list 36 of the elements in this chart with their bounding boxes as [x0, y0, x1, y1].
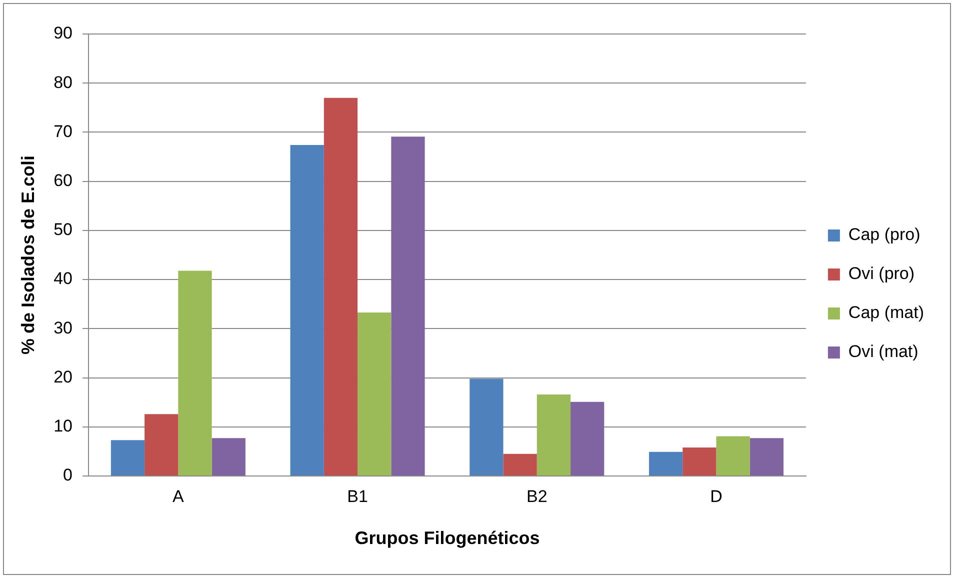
y-tick-label: 60	[54, 171, 73, 190]
legend-label: Ovi (mat)	[848, 342, 918, 362]
bar	[391, 136, 425, 476]
bar	[110, 440, 145, 476]
bar	[750, 438, 784, 476]
bar	[324, 98, 358, 476]
y-tick-label: 90	[54, 24, 73, 43]
bar	[570, 402, 604, 476]
legend-label: Cap (pro)	[848, 225, 920, 244]
bar	[144, 414, 178, 476]
bar	[648, 452, 683, 476]
y-tick-label: 30	[54, 318, 73, 338]
y-tick-label: 50	[54, 220, 73, 240]
bar	[716, 436, 750, 476]
legend-label: Cap (mat)	[848, 303, 924, 322]
bar	[358, 312, 392, 476]
x-tick-label: D	[710, 486, 722, 506]
y-tick-label: 0	[63, 466, 73, 485]
y-tick-label: 20	[54, 367, 73, 386]
x-tick-label: B2	[526, 486, 548, 506]
bar	[212, 438, 246, 476]
legend-label: Ovi (pro)	[848, 264, 915, 284]
bar	[290, 144, 324, 476]
bar	[470, 378, 504, 476]
x-tick-label: A	[172, 486, 185, 506]
bar	[503, 454, 537, 476]
x-tick-label: B1	[347, 486, 368, 506]
bar	[536, 394, 571, 476]
bar	[178, 270, 212, 476]
x-axis-title: Grupos Filogenéticos	[354, 528, 540, 548]
y-tick-label: 10	[54, 416, 73, 436]
y-tick-label: 70	[54, 122, 73, 141]
y-axis-title: % de Isolados de E.coli	[18, 155, 38, 355]
bar	[682, 448, 716, 476]
y-tick-label: 80	[54, 72, 73, 92]
y-tick-label: 40	[54, 269, 73, 288]
